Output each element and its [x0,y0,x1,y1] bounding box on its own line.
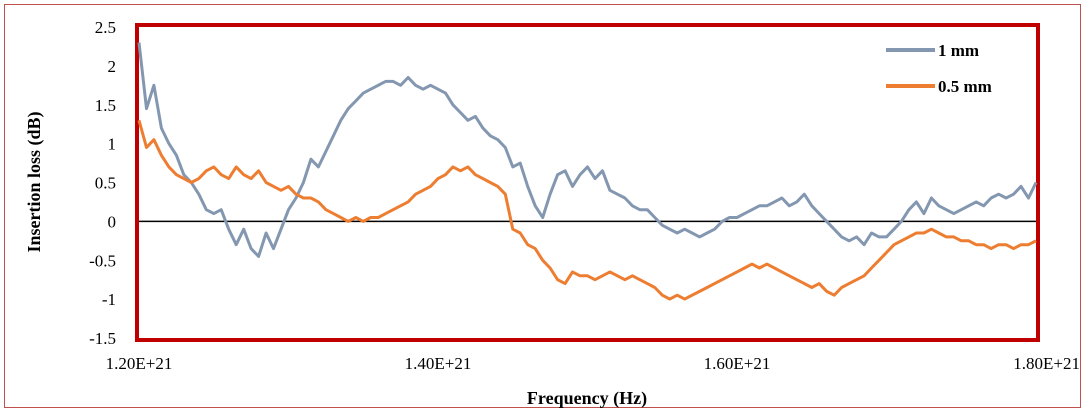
x-tick-label: 1.80E+21 [1013,354,1080,373]
y-tick-label: -1 [102,290,116,309]
y-tick-label: 0 [108,212,117,231]
y-tick-label: 0.5 [95,174,116,193]
y-tick-label: 2.5 [95,18,116,37]
y-tick-label: 1.5 [95,96,116,115]
y-tick-label: -1.5 [89,329,116,348]
x-axis-title: Frequency (Hz) [527,388,647,409]
x-axis-ticks: 1.20E+21 1.40E+21 1.60E+21 1.80E+21 [106,354,1080,373]
y-tick-label: 2 [108,57,117,76]
x-tick-label: 1.20E+21 [106,354,173,373]
legend: 1 mm 0.5 mm [886,41,992,96]
y-axis-ticks: 2.5 2 1.5 1 0.5 0 -0.5 -1 -1.5 [89,18,116,348]
plot-area-border [135,23,1040,342]
series-line-1-mm [137,42,1038,258]
y-tick-label: 1 [108,135,117,154]
legend-label-0-5mm: 0.5 mm [938,77,992,96]
y-axis-title: Insertion loss (dB) [24,111,45,252]
legend-label-1mm: 1 mm [938,41,979,60]
series-lines [137,42,1038,301]
x-tick-label: 1.60E+21 [704,354,771,373]
x-tick-label: 1.40E+21 [405,354,472,373]
y-tick-label: -0.5 [89,251,116,270]
series-line-0-5-mm [137,119,1037,301]
chart-frame [4,4,1081,408]
